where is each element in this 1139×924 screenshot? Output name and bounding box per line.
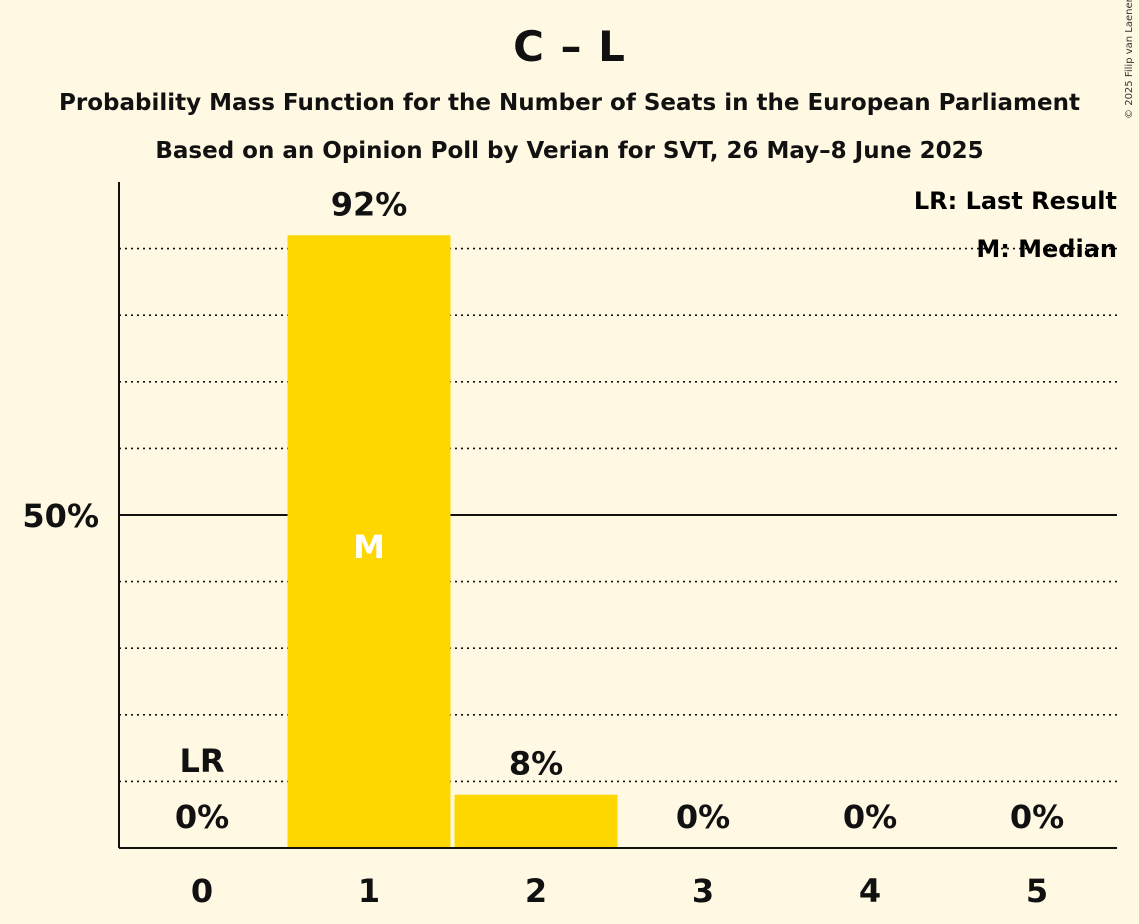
y-tick-label: 50% bbox=[22, 497, 99, 535]
data-label: 0% bbox=[676, 798, 730, 836]
bar bbox=[287, 235, 451, 848]
data-label: 0% bbox=[843, 798, 897, 836]
x-tick-label: 0 bbox=[191, 872, 213, 910]
data-label: 92% bbox=[331, 185, 408, 223]
chart-subtitle: Probability Mass Function for the Number… bbox=[59, 90, 1080, 116]
labels: 0 1 2 3 4 5 0% 92% 8% 0% 0% 0% LR M bbox=[175, 185, 1064, 910]
x-tick-label: 5 bbox=[1026, 872, 1048, 910]
gridlines: 50% bbox=[22, 247, 1117, 783]
chart-source-line: Based on an Opinion Poll by Verian for S… bbox=[155, 138, 984, 164]
x-tick-label: 2 bbox=[525, 872, 547, 910]
last-result-marker: LR bbox=[179, 742, 224, 780]
data-label: 0% bbox=[1010, 798, 1064, 836]
data-label: 0% bbox=[175, 798, 229, 836]
x-tick-label: 3 bbox=[692, 872, 714, 910]
median-marker: M bbox=[353, 528, 385, 566]
legend-median: M: Median bbox=[976, 235, 1117, 263]
chart-title: C – L bbox=[513, 22, 626, 71]
x-tick-label: 4 bbox=[859, 872, 881, 910]
x-tick-label: 1 bbox=[358, 872, 380, 910]
data-label: 8% bbox=[509, 745, 563, 783]
bar bbox=[454, 794, 618, 848]
bars bbox=[287, 235, 618, 848]
legend-last-result: LR: Last Result bbox=[914, 187, 1117, 215]
axes bbox=[118, 182, 1117, 849]
